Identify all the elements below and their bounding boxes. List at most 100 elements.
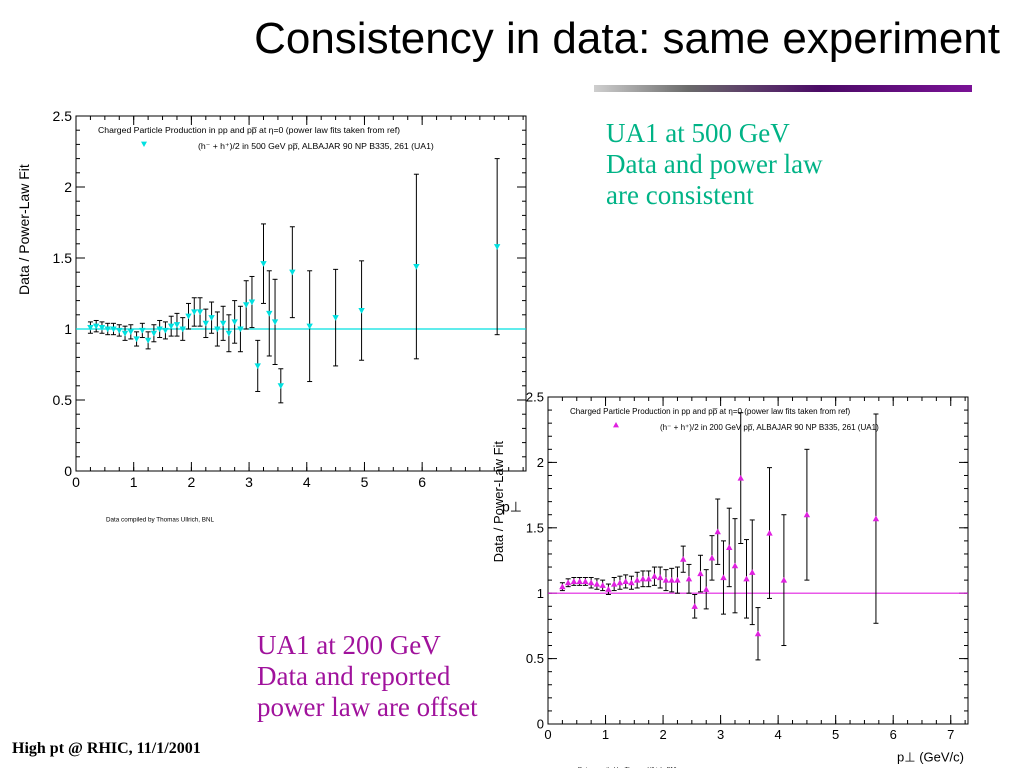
data-point <box>144 337 152 344</box>
legend-marker <box>613 422 619 428</box>
x-tick-label: 1 <box>602 727 609 742</box>
data-point <box>133 336 140 343</box>
slide-title: Consistency in data: same experiment <box>254 14 1000 63</box>
data-point <box>332 315 339 321</box>
x-tick-label: 2 <box>187 474 195 490</box>
data-point <box>651 572 658 579</box>
x-tick-label: 3 <box>245 474 253 490</box>
data-point <box>691 603 698 609</box>
data-point <box>714 528 721 535</box>
x-axis-label: p⊥ (GeV/c) <box>897 750 964 765</box>
data-point <box>662 576 670 583</box>
x-tick-label: 2 <box>659 727 666 742</box>
x-tick-label: 6 <box>418 474 426 490</box>
data-point <box>127 329 135 336</box>
x-tick-label: 0 <box>544 727 551 742</box>
data-point <box>87 325 94 331</box>
y-tick-label: 1 <box>64 321 72 337</box>
data-point <box>639 575 647 582</box>
data-point <box>289 269 296 276</box>
data-credit: Data compiled by Thomas Ullrich, BNL <box>106 516 215 523</box>
data-point <box>708 554 716 561</box>
data-point <box>139 327 146 334</box>
y-tick-label: 0 <box>64 463 72 479</box>
data-point <box>656 574 664 581</box>
data-point <box>628 579 635 586</box>
data-point <box>737 474 744 481</box>
x-tick-label: 7 <box>947 727 954 742</box>
data-point <box>202 320 210 327</box>
data-point <box>260 261 267 267</box>
data-point <box>703 586 710 592</box>
chart-ua1-500gev: 0 0.5 1 1.5 2 2.5 0 1 2 3 4 5 6 Charged Particle Prod… <box>16 108 527 523</box>
data-point <box>358 307 365 314</box>
x-tick-label: 5 <box>361 474 369 490</box>
data-point <box>680 555 687 562</box>
data-point <box>208 315 215 321</box>
y-tick-label: 2.5 <box>526 390 544 405</box>
y-tick-label: 1.5 <box>53 250 73 266</box>
data-point <box>780 576 788 583</box>
data-point <box>731 562 739 569</box>
data-point <box>110 326 117 333</box>
data-point <box>225 330 233 337</box>
data-point <box>587 579 595 586</box>
data-point <box>766 529 773 536</box>
y-tick-label: 0 <box>537 717 544 732</box>
legend-label: (h⁻ + h⁺)/2 in 500 GeV pp̅, ALBAJAR 90 N… <box>198 141 434 151</box>
data-point <box>254 363 261 370</box>
data-point <box>668 576 675 583</box>
plot-frame <box>547 396 969 725</box>
data-point <box>616 579 624 586</box>
data-point <box>726 544 733 550</box>
data-point <box>191 309 198 316</box>
data-point <box>156 326 163 333</box>
data-point <box>803 511 811 518</box>
slide-footer: High pt @ RHIC, 11/1/2001 <box>12 740 201 757</box>
data-point <box>162 327 169 334</box>
data-point <box>622 578 629 584</box>
data-point <box>559 583 566 590</box>
data-point <box>570 578 578 584</box>
chart-title: Charged Particle Production in pp and pp… <box>98 125 400 135</box>
data-point <box>593 580 601 587</box>
x-tick-label: 1 <box>130 474 138 490</box>
data-point <box>242 302 250 309</box>
data-point <box>185 313 192 320</box>
data-point <box>179 326 186 333</box>
data-point <box>685 575 693 582</box>
plot-frame <box>75 115 527 472</box>
note-line: Data and reported <box>257 661 451 691</box>
y-tick-label: 0.5 <box>53 392 73 408</box>
data-point <box>104 326 111 333</box>
data-point <box>749 569 756 575</box>
data-point <box>237 326 244 333</box>
y-tick-label: 2 <box>537 455 544 470</box>
x-tick-label: 3 <box>717 727 724 742</box>
data-point <box>599 582 606 588</box>
x-tick-label: 6 <box>890 727 897 742</box>
x-tick-label: 5 <box>832 727 839 742</box>
data-point <box>173 322 181 328</box>
data-point <box>564 579 572 586</box>
y-tick-label: 1.5 <box>526 520 544 535</box>
data-point <box>306 323 313 330</box>
data-point <box>266 310 273 317</box>
data-point <box>743 575 750 582</box>
note-ua1-500gev: UA1 at 500 GeV Data and power law are co… <box>606 118 823 211</box>
y-tick-label: 2.5 <box>53 108 73 124</box>
data-point <box>605 586 612 592</box>
x-tick-label: 4 <box>775 727 782 742</box>
data-point <box>92 323 100 330</box>
x-tick-label: 0 <box>72 474 80 490</box>
y-tick-label: 0.5 <box>526 651 544 666</box>
data-point <box>413 263 420 270</box>
legend-label: (h⁻ + h⁺)/2 in 200 GeV pp̅, ALBAJAR 90 N… <box>660 423 879 432</box>
data-point <box>645 575 652 582</box>
data-point <box>271 319 279 326</box>
x-axis-label: p⊥ <box>502 499 522 515</box>
legend-marker <box>141 141 147 147</box>
data-point <box>697 570 704 577</box>
data-point <box>167 323 175 330</box>
x-tick-label: 4 <box>303 474 311 490</box>
